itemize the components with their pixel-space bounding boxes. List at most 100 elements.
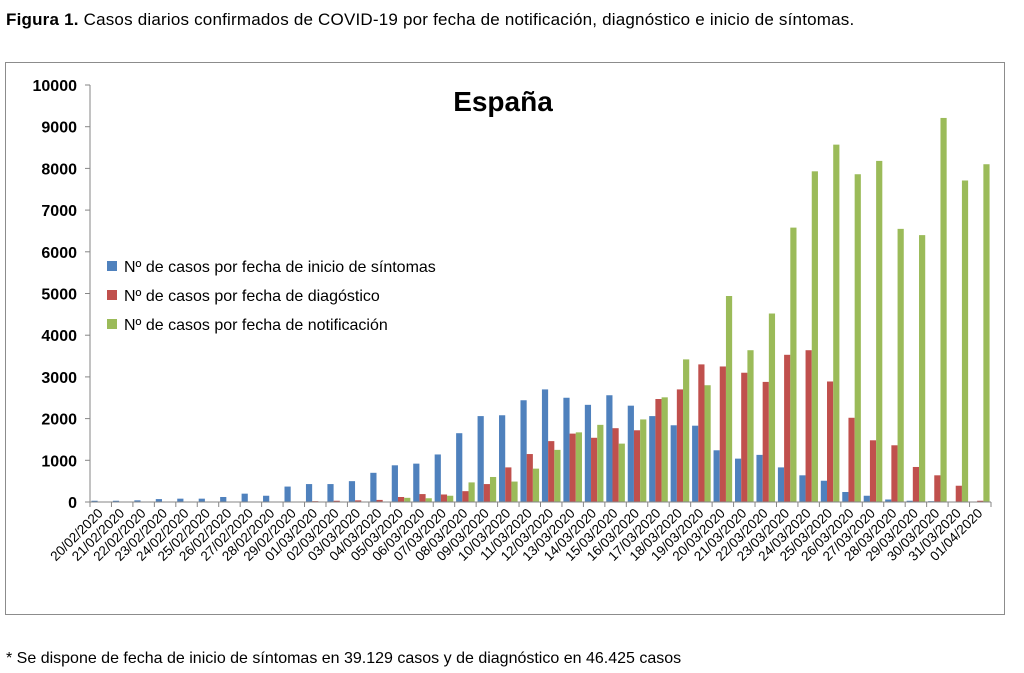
y-tick-label: 10000: [33, 78, 78, 95]
bar-group: [520, 400, 540, 502]
bar-group: [348, 481, 362, 502]
bar-diagnostico: [977, 500, 984, 502]
bar-group: [734, 350, 754, 502]
bar-notificacion: [425, 498, 432, 502]
y-axis: 0 1000 2000 3000 4000 5000 6000 7000 8000 9000 100…: [33, 78, 91, 512]
bar-sintomas: [692, 425, 699, 502]
bar-group: [928, 117, 947, 503]
bar-sintomas: [134, 500, 141, 502]
bar-notificacion: [489, 476, 497, 502]
legend-swatch: [107, 290, 117, 300]
chart-legend: Nº de casos por fecha de inicio de sínto…: [107, 259, 436, 334]
bar-diagnostico: [655, 399, 662, 502]
bar-notificacion: [554, 449, 561, 502]
bar-group: [820, 144, 840, 503]
bar-diagnostico: [848, 417, 855, 502]
bar-notificacion: [876, 160, 883, 503]
legend-item: Nº de casos por fecha de notificación: [107, 317, 388, 334]
bar-diagnostico: [955, 485, 962, 502]
bar-group: [606, 395, 625, 502]
bar-group: [370, 472, 383, 502]
bar-group: [477, 416, 497, 502]
bar-notificacion: [404, 497, 411, 502]
bar-group: [584, 404, 604, 502]
bar-sintomas: [391, 465, 398, 502]
bar-notificacion: [897, 228, 904, 503]
y-tick-label: 8000: [41, 161, 77, 178]
bar-diagnostico: [934, 475, 941, 502]
bar-diagnostico: [462, 491, 469, 502]
bar-notificacion: [747, 350, 754, 502]
bar-notificacion: [725, 296, 733, 502]
bar-notificacion: [683, 359, 690, 502]
bar-sintomas: [477, 416, 484, 502]
bar-sintomas: [220, 496, 227, 502]
bar-sintomas: [649, 416, 656, 502]
bar-sintomas: [434, 454, 441, 502]
bar-sintomas: [155, 499, 162, 502]
bar-sintomas: [198, 498, 205, 502]
bar-notificacion: [704, 385, 711, 502]
bar-notificacion: [919, 235, 926, 502]
bar-diagnostico: [355, 500, 362, 502]
bar-diagnostico: [569, 433, 576, 502]
bar-notificacion: [811, 171, 818, 502]
bar-diagnostico: [762, 381, 769, 502]
bar-notificacion: [640, 419, 647, 502]
bar-group: [305, 484, 319, 502]
bar-group: [541, 389, 561, 502]
bar-notificacion: [575, 432, 582, 502]
bar-diagnostico: [333, 500, 340, 502]
bar-sintomas: [91, 500, 98, 502]
bar-sintomas: [348, 481, 356, 502]
bar-notificacion: [532, 468, 540, 502]
bar-group: [777, 227, 797, 502]
bar-group: [434, 454, 454, 502]
bar-sintomas: [520, 400, 527, 502]
y-tick-label: 0: [68, 495, 77, 512]
bar-diagnostico: [891, 445, 898, 502]
bar-notificacion: [961, 180, 969, 503]
y-tick-label: 6000: [41, 245, 77, 262]
bar-sintomas: [863, 495, 870, 502]
figure-caption-text: Casos diarios confirmados de COVID-19 po…: [83, 10, 855, 29]
bar-diagnostico: [719, 366, 726, 502]
bar-group: [177, 498, 184, 502]
bar-sintomas: [177, 498, 184, 502]
bar-group: [885, 228, 904, 503]
bar-diagnostico: [741, 372, 748, 502]
bar-group: [112, 500, 120, 502]
bar-group: [906, 235, 926, 502]
bar-group: [649, 397, 668, 502]
bar-sintomas: [713, 450, 720, 502]
bar-sintomas: [777, 467, 785, 502]
bar-diagnostico: [869, 440, 877, 502]
y-tick-label: 3000: [41, 370, 77, 387]
bar-sintomas: [263, 495, 270, 502]
bar-group: [563, 397, 582, 502]
bar-sintomas: [734, 458, 742, 502]
bar-group: [413, 463, 432, 502]
bar-group: [627, 405, 647, 502]
bar-sintomas: [305, 484, 313, 502]
bar-notificacion: [854, 174, 861, 502]
bar-sintomas: [606, 395, 613, 502]
bar-group: [970, 164, 990, 503]
y-tick-label: 7000: [41, 203, 77, 220]
bar-sintomas: [112, 500, 120, 502]
bar-group: [456, 433, 475, 502]
bar-group: [134, 500, 141, 502]
bar-group: [713, 296, 733, 502]
bar-diagnostico: [698, 364, 705, 502]
bar-sintomas: [413, 463, 420, 502]
x-axis: 20/02/202021/02/202022/02/202023/02/2020…: [47, 501, 992, 564]
bar-sintomas: [885, 499, 892, 502]
bar-group: [756, 313, 776, 502]
legend-swatch: [107, 319, 117, 329]
bar-sintomas: [284, 486, 291, 502]
bar-group: [692, 364, 711, 502]
bar-notificacion: [468, 482, 475, 502]
footnote: * Se dispone de fecha de inicio de sínto…: [6, 650, 682, 667]
bar-diagnostico: [676, 389, 684, 502]
bar-sintomas: [499, 415, 506, 502]
